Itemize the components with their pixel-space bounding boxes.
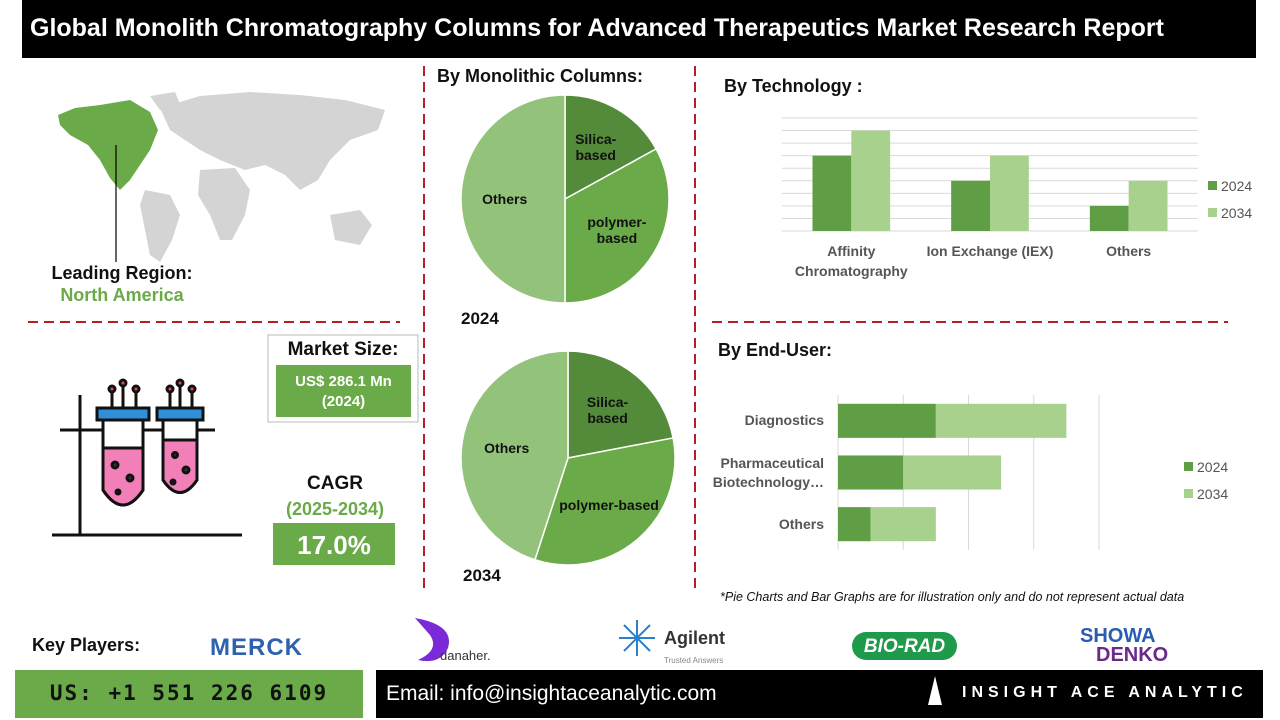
logo-showa: SHOWA [1080, 625, 1156, 647]
pie-label: Silica-based [586, 394, 629, 427]
legend-label: 2024 [1221, 178, 1253, 194]
key-players-label: Key Players: [32, 635, 141, 655]
x-tick-label: Others [1106, 243, 1152, 259]
legend-swatch [1208, 208, 1217, 217]
phone: US: +1 551 226 6109 [49, 681, 329, 705]
y-tick-label: Diagnostics [744, 412, 824, 429]
bar [838, 507, 871, 542]
biorad-badge [852, 632, 957, 660]
bar [870, 507, 936, 542]
pie-slice [460, 350, 569, 561]
bar [851, 130, 891, 231]
logo-agilent: Agilent [664, 628, 725, 648]
brand: INSIGHT ACE ANALYTIC [962, 684, 1248, 701]
bar [903, 455, 1002, 490]
north-america [58, 100, 158, 190]
section-title: By Monolithic Columns: [437, 66, 643, 86]
pie-label: polymer-based [559, 496, 659, 513]
y-tick-label: Others [778, 515, 824, 532]
pie-label: polymer-based [587, 213, 647, 246]
market-size-fill [276, 365, 411, 417]
note: *Pie Charts and Bar Graphs are for illus… [720, 590, 1185, 604]
bar [1089, 205, 1129, 231]
cagr-value: 17.0% [297, 530, 371, 560]
legend-swatch [1184, 489, 1193, 498]
agilent-mark [619, 620, 655, 656]
bar [812, 155, 852, 231]
legend-label: 2034 [1221, 205, 1253, 221]
legend-swatch [1184, 462, 1193, 471]
bar [951, 180, 990, 231]
cagr-period: (2025-2034) [285, 499, 385, 519]
bar [990, 155, 1029, 231]
email: Email: info@insightaceanalytic.com [386, 682, 717, 705]
legend-label: 2034 [1197, 486, 1229, 502]
logo-merck: MERCK [210, 634, 303, 661]
title: Global Monolith Chromatography Columns f… [30, 14, 1164, 42]
x-tick-label: Ion Exchange (IEX) [926, 243, 1054, 259]
phone-box [15, 670, 363, 718]
title-bar [22, 0, 1256, 58]
pie-label: Others [484, 440, 530, 457]
bar [935, 403, 1067, 438]
brand-mark [928, 676, 942, 705]
section-title: By End-User: [718, 340, 833, 360]
pie-slice [533, 437, 676, 566]
cagr-label: CAGR [307, 473, 363, 494]
pie-title: 2034 [463, 566, 501, 585]
pie-label: Silica-based [575, 131, 617, 164]
logo-agilent-tagline: Trusted Answers [664, 656, 724, 665]
legend-label: 2024 [1197, 459, 1229, 475]
pie-slice [564, 94, 658, 201]
pie-slice [567, 350, 674, 459]
section-title: By Technology : [724, 76, 863, 96]
bar [838, 455, 904, 490]
logo-denko: DENKO [1096, 644, 1169, 666]
test-tubes [52, 378, 242, 537]
world-map [140, 92, 385, 262]
email-box [376, 670, 1263, 718]
dividers [28, 66, 1228, 590]
danaher-mark [415, 618, 450, 662]
cagr-box [273, 523, 395, 565]
region-label: Leading Region: [51, 263, 193, 283]
market-size-value: US$ 286.1 Mn (2024) [295, 373, 392, 410]
region-value: North America [60, 285, 184, 305]
market-size-label: Market Size: [287, 339, 399, 360]
logo-danaher: danaher. [440, 648, 491, 663]
pie-slice [564, 147, 670, 304]
x-tick-label: Affinity Chromatography [794, 243, 908, 279]
pie-slice [460, 94, 566, 304]
legend-swatch [1208, 181, 1217, 190]
y-tick-label: Pharmaceutical Biotechnology… [712, 454, 824, 490]
bar [1128, 180, 1168, 231]
pie-title: 2024 [461, 309, 499, 328]
logo-biorad: BIO-RAD [863, 636, 946, 657]
bar [838, 403, 936, 438]
pie-label: Others [482, 191, 528, 207]
